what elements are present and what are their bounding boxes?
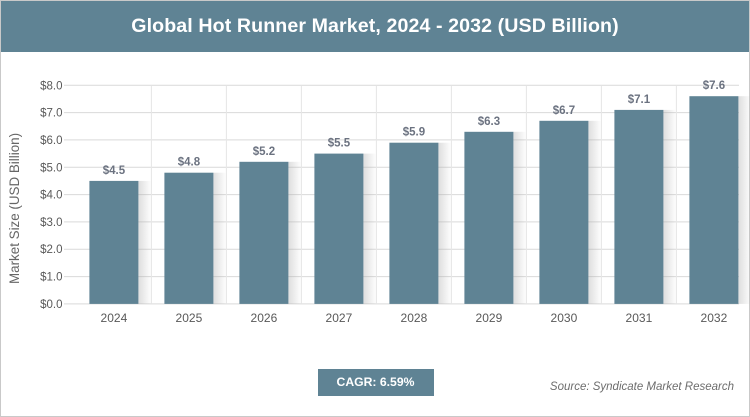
svg-text:$7.1: $7.1	[628, 94, 651, 106]
svg-text:$3.0: $3.0	[40, 217, 62, 229]
svg-text:$7.0: $7.0	[40, 108, 62, 120]
svg-text:2029: 2029	[476, 311, 503, 325]
svg-text:$5.9: $5.9	[403, 127, 425, 139]
svg-text:$4.5: $4.5	[103, 165, 126, 177]
svg-text:$7.6: $7.6	[703, 80, 725, 92]
svg-text:2025: 2025	[176, 311, 203, 325]
svg-text:$5.2: $5.2	[253, 146, 275, 158]
svg-text:$5.0: $5.0	[40, 162, 62, 174]
svg-text:$2.0: $2.0	[40, 244, 62, 256]
svg-text:2032: 2032	[701, 311, 728, 325]
svg-text:$1.0: $1.0	[40, 272, 62, 284]
svg-text:2028: 2028	[401, 311, 428, 325]
svg-text:$6.3: $6.3	[478, 116, 500, 128]
svg-text:$0.0: $0.0	[40, 299, 62, 311]
svg-text:$6.0: $6.0	[40, 135, 62, 147]
svg-text:2027: 2027	[326, 311, 353, 325]
svg-text:2030: 2030	[551, 311, 578, 325]
svg-text:$8.0: $8.0	[40, 80, 62, 92]
svg-text:2031: 2031	[626, 311, 653, 325]
svg-text:$4.8: $4.8	[178, 157, 201, 169]
svg-text:2026: 2026	[251, 311, 278, 325]
svg-text:$4.0: $4.0	[40, 190, 62, 202]
svg-text:$6.7: $6.7	[553, 105, 575, 117]
svg-text:2024: 2024	[101, 311, 128, 325]
svg-text:$5.5: $5.5	[328, 138, 351, 150]
